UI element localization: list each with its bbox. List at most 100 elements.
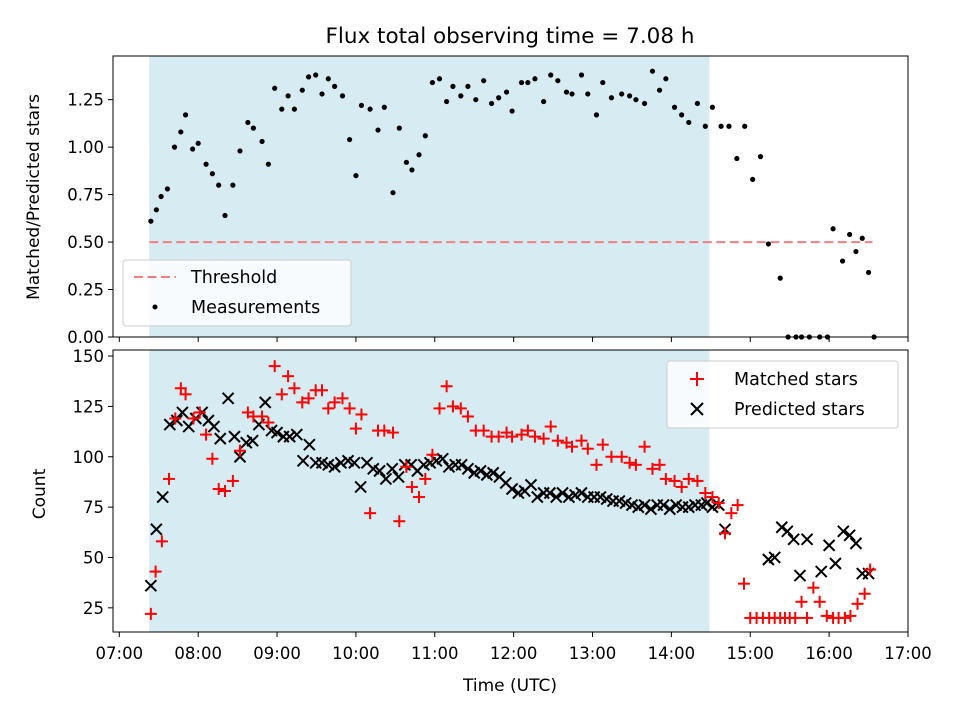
bottom-axes-frame	[112, 349, 909, 633]
matched-star-marker	[454, 402, 467, 415]
bottom-panel: 25 50 75 100 125 150 07:00 08:00 09:00 10:00 11:0…	[30, 347, 932, 696]
measurement-point	[416, 152, 422, 158]
matched-star-marker	[174, 382, 187, 395]
measurement-point	[299, 87, 305, 93]
y-tick-label: 75	[83, 498, 104, 517]
matched-star-marker	[653, 458, 666, 471]
measurement-point	[496, 95, 502, 101]
top-legend[interactable]: Threshold Measurements	[122, 259, 352, 327]
matched-star-marker	[615, 450, 628, 463]
matched-star-marker	[659, 472, 672, 485]
predicted-star-marker	[246, 434, 259, 447]
matched-star-marker	[629, 458, 642, 471]
matched-star-marker	[343, 402, 356, 415]
measurement-point	[250, 125, 256, 131]
matched-star-marker	[737, 577, 750, 590]
matched-star-marker	[393, 515, 406, 528]
bottom-y-axis-label: Count	[30, 468, 50, 519]
matched-star-marker	[155, 535, 168, 548]
measurement-point	[726, 123, 732, 129]
matched-star-marker	[668, 474, 681, 487]
matched-star-marker	[844, 609, 857, 622]
matched-star-marker	[268, 360, 281, 373]
predicted-star-marker	[283, 430, 296, 443]
matched-star-marker	[212, 482, 225, 495]
matched-star-marker	[193, 406, 206, 419]
matched-star-marker	[731, 499, 744, 512]
x-tick-label: 11:00	[411, 644, 459, 663]
legend-threshold-label: Threshold	[190, 268, 277, 288]
matched-star-marker	[413, 491, 426, 504]
matched-star-marker	[262, 416, 275, 429]
measurement-point	[649, 68, 656, 74]
measurement-point	[532, 76, 538, 82]
matched-star-marker	[515, 428, 528, 441]
measurement-point	[555, 78, 561, 84]
measurement-point	[525, 79, 531, 86]
predicted-star-marker	[663, 502, 677, 516]
measurement-point	[503, 89, 510, 95]
measurement-point	[353, 173, 359, 179]
matched-star-marker	[364, 507, 377, 520]
measurement-point	[777, 275, 783, 281]
matched-star-marker	[256, 410, 269, 423]
matched-star-marker	[296, 396, 309, 409]
measurement-point	[585, 91, 591, 97]
measurement-point	[230, 182, 236, 188]
measurement-point	[742, 123, 748, 129]
matched-star-marker	[477, 424, 490, 437]
matched-star-marker	[638, 440, 651, 453]
x-tick-label: 07:00	[96, 644, 144, 663]
matched-star-marker	[537, 432, 550, 445]
predicted-star-marker	[849, 537, 863, 550]
measurement-point	[381, 104, 387, 110]
top-panel: 0.00 0.25 0.50 0.75 1.00 1.25 Matched/Predict…	[24, 55, 909, 347]
matched-star-marker	[461, 410, 474, 423]
legend-measurements-label: Measurements	[191, 298, 320, 318]
measurement-point	[481, 78, 487, 84]
predicted-star-marker	[787, 533, 800, 546]
measurement-point	[339, 93, 346, 99]
measurement-point	[608, 95, 615, 101]
predicted-star-marker	[800, 533, 814, 546]
matched-star-marker	[440, 380, 453, 393]
y-tick-label: 25	[83, 599, 104, 618]
x-tick-label: 12:00	[490, 644, 538, 663]
top-y-ticks: 0.00 0.25 0.50 0.75 1.00 1.25	[67, 91, 113, 347]
predicted-star-marker	[150, 523, 163, 536]
measurement-point	[473, 97, 479, 103]
matched-star-marker	[355, 408, 368, 421]
predicted-star-marker	[334, 456, 348, 470]
measurement-point	[164, 186, 171, 192]
matched-star-marker	[506, 430, 519, 443]
matched-star-marker	[551, 434, 564, 447]
matched-star-marker	[187, 412, 200, 425]
matched-star-marker	[706, 491, 719, 504]
measurement-point	[429, 79, 436, 86]
measurement-point	[190, 146, 196, 152]
measurement-point	[619, 91, 625, 97]
measurement-point	[686, 119, 692, 126]
measurement-point	[195, 140, 201, 146]
measurement-point	[450, 83, 456, 89]
measurement-point	[171, 144, 178, 150]
y-tick-label: 100	[73, 448, 105, 467]
measurement-point	[319, 91, 325, 97]
predicted-star-marker	[575, 486, 588, 500]
matched-star-marker	[605, 450, 618, 463]
matched-star-marker	[302, 392, 315, 405]
predicted-star-marker	[531, 490, 544, 504]
measurement-point	[332, 83, 338, 89]
legend-matched-label: Matched stars	[734, 370, 858, 390]
measurement-point	[633, 97, 639, 103]
predicted-star-marker	[486, 466, 500, 480]
bottom-legend[interactable]: Matched stars Predicted stars	[666, 360, 899, 429]
measurement-point	[444, 98, 450, 105]
measurement-point	[222, 212, 228, 219]
matched-star-marker	[169, 412, 182, 425]
measurement-point	[465, 83, 471, 89]
measurement-point	[347, 136, 353, 143]
predicted-star-marker	[700, 496, 714, 510]
y-tick-label: 150	[73, 347, 105, 366]
